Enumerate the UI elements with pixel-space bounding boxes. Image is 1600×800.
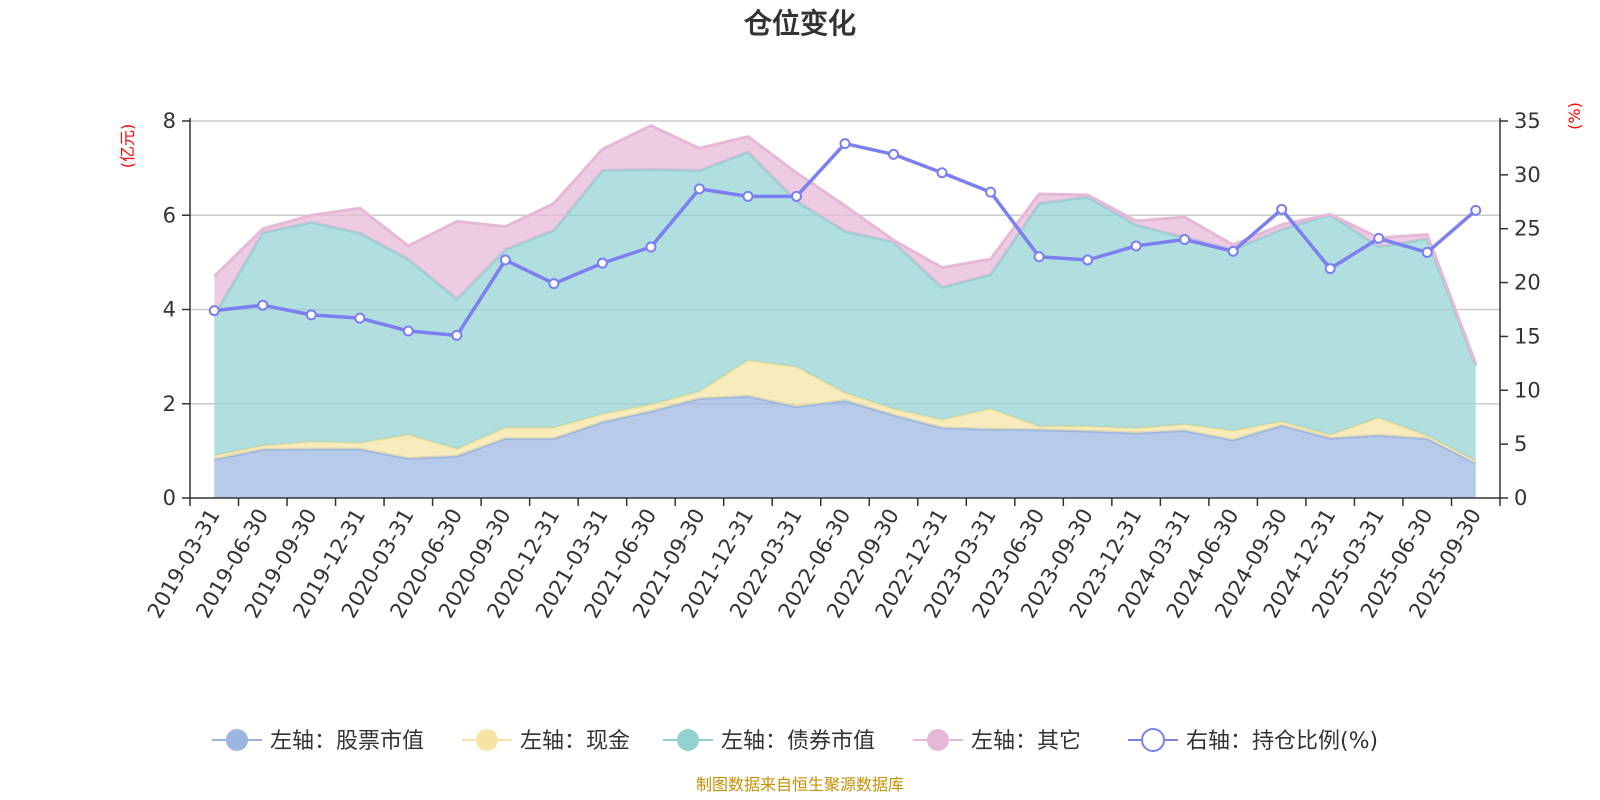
left-axis-unit: (亿元) [118,124,137,169]
right-tick-label: 0 [1514,486,1527,510]
legend-label: 左轴：现金 [520,729,630,754]
area-series-4 [214,125,1476,366]
legend-item-2[interactable]: 左轴：现金 [462,729,630,754]
ratio-point [1179,233,1191,245]
right-axis-unit: (%) [1565,102,1584,130]
legend-item-5[interactable]: 右轴：持仓比例(%) [1128,728,1378,754]
left-tick-label: 4 [163,298,176,322]
ratio-point [888,148,900,160]
right-tick-label: 15 [1514,324,1541,348]
ratio-point [305,309,317,321]
legend-item-1[interactable]: 左轴：股票市值 [212,729,424,754]
ratio-point [1324,263,1336,275]
legend-label: 右轴：持仓比例(%) [1186,729,1378,754]
legend-marker [476,729,498,751]
ratio-point [693,183,705,195]
legend-item-3[interactable]: 左轴：债券市值 [663,729,875,754]
ratio-point [354,312,366,324]
left-tick-label: 2 [163,392,176,416]
left-tick-label: 6 [163,203,176,227]
ratio-point [839,138,851,150]
ratio-point [208,305,220,317]
ratio-point [742,190,754,202]
right-tick-label: 25 [1514,217,1541,241]
ratio-point [1227,245,1239,257]
right-tick-label: 5 [1514,432,1527,456]
legend-marker [677,729,699,751]
right-tick-label: 10 [1514,378,1541,402]
right-tick-label: 30 [1514,163,1541,187]
ratio-point [1470,204,1482,216]
legend-label: 左轴：其它 [971,729,1081,754]
legend: 左轴：股票市值 左轴：现金 左轴：债券市值 左轴：其它 右轴：持仓比例(%) [212,728,1378,754]
ratio-point [790,190,802,202]
left-tick-label: 8 [163,109,176,133]
ratio-point [499,254,511,266]
ratio-point [402,325,414,337]
ratio-point [936,167,948,179]
right-tick-label: 35 [1514,109,1541,133]
chart-title: 仓位变化 [744,7,856,40]
ratio-point [1373,232,1385,244]
area-series-3 [214,152,1476,462]
area-series-1 [214,396,1476,498]
ratio-point [548,278,560,290]
area-series-4-edge [213,124,1478,365]
ratio-point [1130,240,1142,252]
data-source-note: 制图数据来自恒生聚源数据库 [696,775,904,794]
legend-marker [226,729,248,751]
right-tick-label: 20 [1514,271,1541,295]
ratio-point [1421,246,1433,258]
legend-marker [1141,728,1165,752]
legend-item-4[interactable]: 左轴：其它 [913,729,1081,754]
ratio-point [645,241,657,253]
ratio-point [257,299,269,311]
ratio-point [985,186,997,198]
stacked-areas [213,124,1478,498]
ratio-point [1033,251,1045,263]
legend-label: 左轴：债券市值 [721,729,875,754]
holding-ratio-line [208,138,1482,341]
area-series-2 [214,360,1476,464]
ratio-point [1276,203,1288,215]
ratio-point [596,257,608,269]
legend-label: 左轴：股票市值 [270,729,424,754]
legend-marker [927,729,949,751]
ratio-point [451,329,463,341]
ratio-point [1082,254,1094,266]
left-tick-label: 0 [163,486,176,510]
